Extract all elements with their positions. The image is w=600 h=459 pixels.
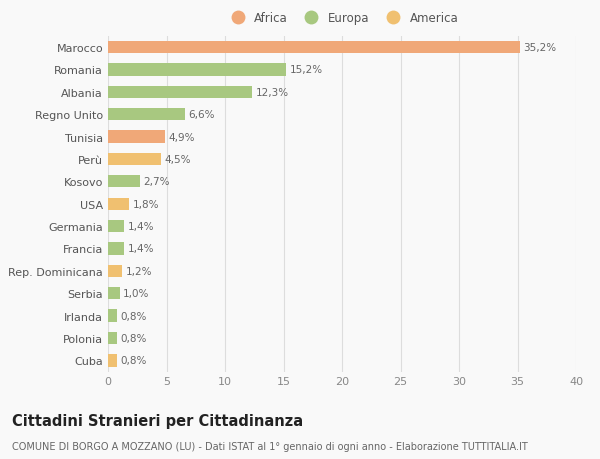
Bar: [108, 332, 118, 344]
Text: 15,2%: 15,2%: [289, 65, 322, 75]
Bar: [108, 310, 118, 322]
Text: 1,4%: 1,4%: [128, 244, 154, 254]
Text: 6,6%: 6,6%: [189, 110, 215, 120]
Text: 2,7%: 2,7%: [143, 177, 170, 187]
Text: 35,2%: 35,2%: [523, 43, 556, 53]
Bar: [108, 176, 140, 188]
Bar: [108, 86, 252, 99]
Text: 0,8%: 0,8%: [121, 333, 147, 343]
Bar: [108, 153, 161, 166]
Bar: [108, 64, 286, 76]
Text: 1,8%: 1,8%: [133, 199, 159, 209]
Bar: [108, 109, 185, 121]
Text: 1,0%: 1,0%: [123, 289, 149, 299]
Legend: Africa, Europa, America: Africa, Europa, America: [226, 12, 458, 25]
Bar: [108, 198, 129, 210]
Text: 0,8%: 0,8%: [121, 311, 147, 321]
Text: 1,4%: 1,4%: [128, 222, 154, 232]
Bar: [108, 243, 124, 255]
Text: 4,5%: 4,5%: [164, 155, 191, 165]
Text: 4,9%: 4,9%: [169, 132, 196, 142]
Bar: [108, 131, 166, 143]
Text: 0,8%: 0,8%: [121, 356, 147, 366]
Text: COMUNE DI BORGO A MOZZANO (LU) - Dati ISTAT al 1° gennaio di ogni anno - Elabora: COMUNE DI BORGO A MOZZANO (LU) - Dati IS…: [12, 441, 528, 451]
Bar: [108, 265, 122, 277]
Bar: [108, 354, 118, 367]
Bar: [108, 42, 520, 54]
Bar: [108, 220, 124, 233]
Text: 1,2%: 1,2%: [125, 266, 152, 276]
Bar: [108, 287, 120, 300]
Text: 12,3%: 12,3%: [256, 88, 289, 98]
Text: Cittadini Stranieri per Cittadinanza: Cittadini Stranieri per Cittadinanza: [12, 413, 303, 428]
